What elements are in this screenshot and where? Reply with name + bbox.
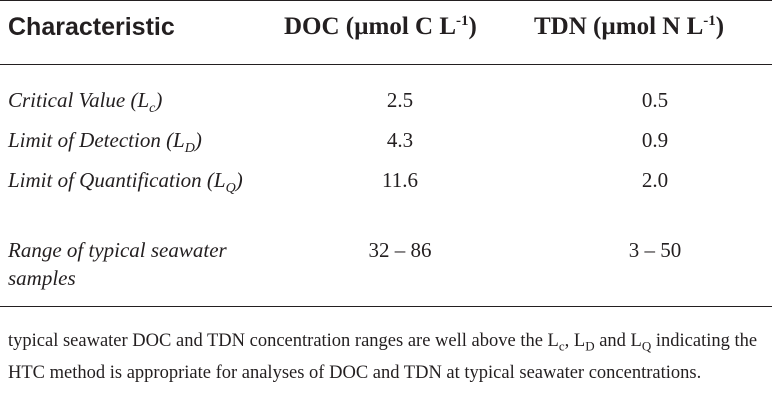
row-label-subscript: D bbox=[184, 141, 195, 157]
table-bottom-rule bbox=[0, 306, 772, 307]
tdn-value-detection: 0.9 bbox=[641, 128, 669, 152]
doc-value-range: 32 – 86 bbox=[368, 238, 432, 262]
footnote-subscript: c bbox=[558, 338, 565, 354]
table-top-rule bbox=[0, 0, 772, 1]
tdn-value-quantification: 2.0 bbox=[641, 168, 669, 192]
row-label-critical-value: Critical Value (Lc) bbox=[8, 86, 258, 123]
footnote-text: indicating the HTC method is appropriate… bbox=[8, 331, 758, 383]
header-doc-close: ) bbox=[468, 13, 477, 40]
row-label-close: ) bbox=[235, 168, 243, 192]
header-doc: DOC (µmol C L-1) bbox=[284, 12, 477, 42]
header-tdn-close: ) bbox=[715, 13, 725, 40]
footnote-text: and L bbox=[594, 331, 642, 351]
row-label-close: ) bbox=[155, 88, 163, 112]
doc-value-detection: 4.3 bbox=[386, 128, 414, 152]
row-label-text: Limit of Quantification (L bbox=[8, 168, 226, 192]
table-footnote: typical seawater DOC and TDN concentrati… bbox=[8, 328, 768, 386]
header-tdn: TDN (µmol N L-1) bbox=[534, 12, 724, 42]
tdn-value-range: 3 – 50 bbox=[628, 238, 682, 262]
row-label-text: Critical Value (L bbox=[8, 88, 150, 112]
doc-value-critical: 2.5 bbox=[386, 88, 414, 112]
row-label-close: ) bbox=[194, 128, 202, 152]
header-tdn-text: TDN (µmol N L bbox=[534, 13, 704, 40]
row-label-typical-range: Range of typical seawater samples bbox=[8, 238, 227, 290]
header-doc-text: DOC (µmol C L bbox=[284, 13, 457, 40]
doc-value-quantification: 11.6 bbox=[382, 168, 418, 192]
header-tdn-exponent: -1 bbox=[703, 13, 716, 29]
footnote-text: , L bbox=[564, 331, 586, 351]
row-label-text: Limit of Detection (L bbox=[8, 128, 185, 152]
row-label-limit-detection: Limit of Detection (LD) bbox=[8, 126, 258, 163]
tdn-value-critical: 0.5 bbox=[641, 88, 669, 112]
footnote-subscript: Q bbox=[641, 338, 652, 354]
header-doc-exponent: -1 bbox=[456, 13, 469, 29]
row-label-subscript: c bbox=[149, 101, 156, 117]
footnote-subscript: D bbox=[585, 338, 595, 354]
footnote-text: typical seawater DOC and TDN concentrati… bbox=[8, 331, 559, 351]
table-header-rule bbox=[0, 64, 772, 65]
row-label-limit-quantification: Limit of Quantification (LQ) bbox=[8, 166, 258, 203]
row-label-subscript: Q bbox=[225, 181, 236, 197]
header-characteristic: Characteristic bbox=[8, 13, 175, 41]
